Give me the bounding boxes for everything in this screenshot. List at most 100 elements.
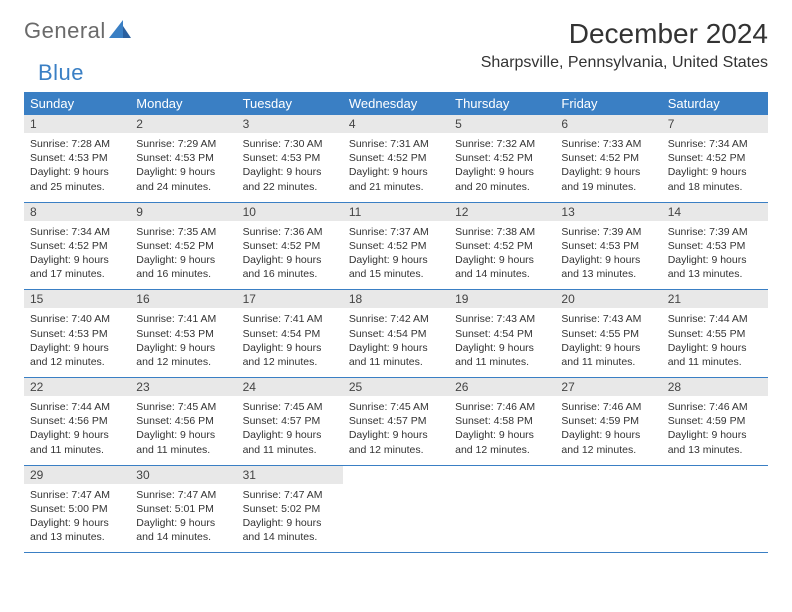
calendar-head: SundayMondayTuesdayWednesdayThursdayFrid… xyxy=(24,92,768,115)
sunrise-line: Sunrise: 7:47 AM xyxy=(136,488,230,502)
sunrise-line: Sunrise: 7:35 AM xyxy=(136,225,230,239)
sunrise-line: Sunrise: 7:28 AM xyxy=(30,137,124,151)
sunrise-line: Sunrise: 7:45 AM xyxy=(136,400,230,414)
sunset-line: Sunset: 4:58 PM xyxy=(455,414,549,428)
day-number: 2 xyxy=(130,115,236,133)
day-header: Monday xyxy=(130,92,236,115)
calendar-cell: 19Sunrise: 7:43 AMSunset: 4:54 PMDayligh… xyxy=(449,290,555,378)
sunrise-line: Sunrise: 7:42 AM xyxy=(349,312,443,326)
day-body: Sunrise: 7:45 AMSunset: 4:57 PMDaylight:… xyxy=(343,396,449,465)
calendar-cell: 21Sunrise: 7:44 AMSunset: 4:55 PMDayligh… xyxy=(662,290,768,378)
day-number: 7 xyxy=(662,115,768,133)
calendar-cell: 20Sunrise: 7:43 AMSunset: 4:55 PMDayligh… xyxy=(555,290,661,378)
day-body: Sunrise: 7:46 AMSunset: 4:59 PMDaylight:… xyxy=(555,396,661,465)
day-body: Sunrise: 7:37 AMSunset: 4:52 PMDaylight:… xyxy=(343,221,449,290)
calendar-cell: 12Sunrise: 7:38 AMSunset: 4:52 PMDayligh… xyxy=(449,202,555,290)
day-body: Sunrise: 7:45 AMSunset: 4:57 PMDaylight:… xyxy=(237,396,343,465)
day-body: Sunrise: 7:39 AMSunset: 4:53 PMDaylight:… xyxy=(662,221,768,290)
day-body: Sunrise: 7:45 AMSunset: 4:56 PMDaylight:… xyxy=(130,396,236,465)
daylight-line: Daylight: 9 hours and 13 minutes. xyxy=(30,516,124,544)
day-number: 23 xyxy=(130,378,236,396)
calendar-table: SundayMondayTuesdayWednesdayThursdayFrid… xyxy=(24,92,768,553)
daylight-line: Daylight: 9 hours and 21 minutes. xyxy=(349,165,443,193)
daylight-line: Daylight: 9 hours and 14 minutes. xyxy=(243,516,337,544)
day-body: Sunrise: 7:47 AMSunset: 5:02 PMDaylight:… xyxy=(237,484,343,553)
daylight-line: Daylight: 9 hours and 16 minutes. xyxy=(136,253,230,281)
calendar-row: 29Sunrise: 7:47 AMSunset: 5:00 PMDayligh… xyxy=(24,465,768,553)
day-body: Sunrise: 7:29 AMSunset: 4:53 PMDaylight:… xyxy=(130,133,236,202)
day-number: 11 xyxy=(343,203,449,221)
daylight-line: Daylight: 9 hours and 11 minutes. xyxy=(561,341,655,369)
daylight-line: Daylight: 9 hours and 11 minutes. xyxy=(136,428,230,456)
daylight-line: Daylight: 9 hours and 13 minutes. xyxy=(561,253,655,281)
sunrise-line: Sunrise: 7:37 AM xyxy=(349,225,443,239)
calendar-row: 15Sunrise: 7:40 AMSunset: 4:53 PMDayligh… xyxy=(24,290,768,378)
sunset-line: Sunset: 4:52 PM xyxy=(243,239,337,253)
day-body: Sunrise: 7:44 AMSunset: 4:55 PMDaylight:… xyxy=(662,308,768,377)
sunrise-line: Sunrise: 7:47 AM xyxy=(243,488,337,502)
daylight-line: Daylight: 9 hours and 12 minutes. xyxy=(349,428,443,456)
sunrise-line: Sunrise: 7:39 AM xyxy=(561,225,655,239)
calendar-cell: 13Sunrise: 7:39 AMSunset: 4:53 PMDayligh… xyxy=(555,202,661,290)
day-body: Sunrise: 7:47 AMSunset: 5:00 PMDaylight:… xyxy=(24,484,130,553)
day-number: 27 xyxy=(555,378,661,396)
sunrise-line: Sunrise: 7:32 AM xyxy=(455,137,549,151)
daylight-line: Daylight: 9 hours and 11 minutes. xyxy=(455,341,549,369)
day-header: Tuesday xyxy=(237,92,343,115)
day-body: Sunrise: 7:46 AMSunset: 4:58 PMDaylight:… xyxy=(449,396,555,465)
sunset-line: Sunset: 4:52 PM xyxy=(349,151,443,165)
daylight-line: Daylight: 9 hours and 11 minutes. xyxy=(349,341,443,369)
sunset-line: Sunset: 4:52 PM xyxy=(561,151,655,165)
day-body: Sunrise: 7:34 AMSunset: 4:52 PMDaylight:… xyxy=(662,133,768,202)
logo-mark-icon xyxy=(109,18,131,44)
month-title: December 2024 xyxy=(481,18,768,50)
daylight-line: Daylight: 9 hours and 24 minutes. xyxy=(136,165,230,193)
daylight-line: Daylight: 9 hours and 25 minutes. xyxy=(30,165,124,193)
day-number: 21 xyxy=(662,290,768,308)
day-body: Sunrise: 7:43 AMSunset: 4:54 PMDaylight:… xyxy=(449,308,555,377)
day-body: Sunrise: 7:46 AMSunset: 4:59 PMDaylight:… xyxy=(662,396,768,465)
sunset-line: Sunset: 4:53 PM xyxy=(243,151,337,165)
day-number: 10 xyxy=(237,203,343,221)
sunset-line: Sunset: 4:53 PM xyxy=(30,151,124,165)
calendar-cell: 4Sunrise: 7:31 AMSunset: 4:52 PMDaylight… xyxy=(343,115,449,202)
sunset-line: Sunset: 4:54 PM xyxy=(455,327,549,341)
daylight-line: Daylight: 9 hours and 19 minutes. xyxy=(561,165,655,193)
calendar-cell: 5Sunrise: 7:32 AMSunset: 4:52 PMDaylight… xyxy=(449,115,555,202)
day-header-row: SundayMondayTuesdayWednesdayThursdayFrid… xyxy=(24,92,768,115)
calendar-cell: 17Sunrise: 7:41 AMSunset: 4:54 PMDayligh… xyxy=(237,290,343,378)
day-body: Sunrise: 7:41 AMSunset: 4:54 PMDaylight:… xyxy=(237,308,343,377)
calendar-cell: 28Sunrise: 7:46 AMSunset: 4:59 PMDayligh… xyxy=(662,378,768,466)
day-body: Sunrise: 7:34 AMSunset: 4:52 PMDaylight:… xyxy=(24,221,130,290)
sunset-line: Sunset: 5:00 PM xyxy=(30,502,124,516)
day-header: Sunday xyxy=(24,92,130,115)
day-header: Wednesday xyxy=(343,92,449,115)
day-body: Sunrise: 7:43 AMSunset: 4:55 PMDaylight:… xyxy=(555,308,661,377)
calendar-cell: 24Sunrise: 7:45 AMSunset: 4:57 PMDayligh… xyxy=(237,378,343,466)
logo-text-general: General xyxy=(24,18,106,44)
day-number: 16 xyxy=(130,290,236,308)
sunrise-line: Sunrise: 7:46 AM xyxy=(668,400,762,414)
daylight-line: Daylight: 9 hours and 12 minutes. xyxy=(243,341,337,369)
sunset-line: Sunset: 4:52 PM xyxy=(668,151,762,165)
day-body: Sunrise: 7:35 AMSunset: 4:52 PMDaylight:… xyxy=(130,221,236,290)
sunset-line: Sunset: 4:55 PM xyxy=(561,327,655,341)
daylight-line: Daylight: 9 hours and 14 minutes. xyxy=(455,253,549,281)
sunrise-line: Sunrise: 7:40 AM xyxy=(30,312,124,326)
day-number: 12 xyxy=(449,203,555,221)
day-body: Sunrise: 7:40 AMSunset: 4:53 PMDaylight:… xyxy=(24,308,130,377)
calendar-cell: 10Sunrise: 7:36 AMSunset: 4:52 PMDayligh… xyxy=(237,202,343,290)
sunset-line: Sunset: 4:52 PM xyxy=(30,239,124,253)
day-number: 8 xyxy=(24,203,130,221)
calendar-cell xyxy=(449,465,555,553)
day-body: Sunrise: 7:31 AMSunset: 4:52 PMDaylight:… xyxy=(343,133,449,202)
calendar-cell: 23Sunrise: 7:45 AMSunset: 4:56 PMDayligh… xyxy=(130,378,236,466)
day-body: Sunrise: 7:36 AMSunset: 4:52 PMDaylight:… xyxy=(237,221,343,290)
sunrise-line: Sunrise: 7:34 AM xyxy=(30,225,124,239)
day-number: 26 xyxy=(449,378,555,396)
sunset-line: Sunset: 4:57 PM xyxy=(349,414,443,428)
day-body: Sunrise: 7:42 AMSunset: 4:54 PMDaylight:… xyxy=(343,308,449,377)
calendar-cell: 6Sunrise: 7:33 AMSunset: 4:52 PMDaylight… xyxy=(555,115,661,202)
calendar-cell: 7Sunrise: 7:34 AMSunset: 4:52 PMDaylight… xyxy=(662,115,768,202)
calendar-cell: 22Sunrise: 7:44 AMSunset: 4:56 PMDayligh… xyxy=(24,378,130,466)
